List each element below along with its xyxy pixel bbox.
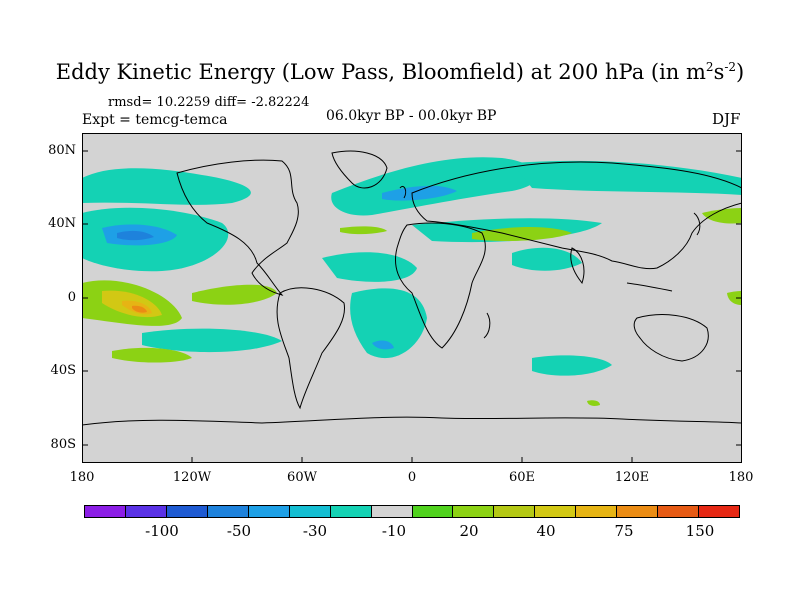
experiment-label: Expt = temcg-temca <box>82 112 228 128</box>
coast-north-america <box>176 159 299 296</box>
anomaly-north-pacific-inner <box>117 230 154 241</box>
anomaly-south-pacific-green <box>112 347 192 363</box>
colorbar-label: -30 <box>302 522 328 540</box>
coast-africa <box>395 222 486 349</box>
coast-indonesia <box>626 282 673 292</box>
y-tick-label: 80N <box>48 143 76 158</box>
coast-india <box>570 247 585 285</box>
anomaly-north-atlantic-core <box>382 185 457 201</box>
anomaly-east-pacific <box>192 284 277 305</box>
anomaly-mideast-jet <box>472 227 572 241</box>
anomaly-south-pacific-band <box>142 328 282 353</box>
map-title: Eddy Kinetic Energy (Low Pass, Bloomfiel… <box>55 60 745 84</box>
season-label: DJF <box>712 110 741 128</box>
period-label: 06.0kyr BP - 00.0kyr BP <box>326 108 497 124</box>
coast-antarctica <box>82 416 742 426</box>
colorbar-swatch <box>289 506 331 517</box>
colorbar-swatch <box>371 506 413 517</box>
anomaly-eurasia-north <box>512 160 742 195</box>
colorbar-swatch <box>494 506 536 517</box>
colorbar-label: -50 <box>226 522 252 540</box>
coast-australia <box>633 314 709 362</box>
anomaly-south-atlantic <box>350 288 427 359</box>
coast-madagascar <box>483 312 491 339</box>
anomaly-north-pacific-east <box>702 208 742 224</box>
colorbar-swatch <box>207 506 249 517</box>
x-tick-label: 180 <box>728 470 754 485</box>
colorbar-swatch <box>453 506 495 517</box>
anomaly-indian-ocean <box>512 247 582 271</box>
colorbar-swatch <box>535 506 577 517</box>
y-tick-label: 40N <box>48 216 76 231</box>
anomaly-east-edge <box>727 291 742 305</box>
tick-marks <box>82 150 742 463</box>
anomaly-tropical-pacific-max <box>132 305 147 313</box>
colorbar-label: 40 <box>536 522 556 540</box>
stats-text: rmsd= 10.2259 diff= -2.82224 <box>108 95 310 110</box>
colorbar-swatch <box>125 506 167 517</box>
colorbar-label: 75 <box>614 522 634 540</box>
colorbar-label: -100 <box>145 522 179 540</box>
map-plot <box>82 133 742 463</box>
y-tick-label: 40S <box>50 363 76 378</box>
coast-south-america <box>276 287 346 410</box>
coast-uk <box>399 185 407 199</box>
x-tick-label: 180 <box>69 470 95 485</box>
colorbar-swatch <box>412 506 454 517</box>
colorbar-swatch <box>699 506 739 517</box>
colorbar-swatch <box>166 506 208 517</box>
anomaly-south-pacific-west <box>532 355 612 376</box>
anomaly-atlantic-jet-west <box>340 226 387 235</box>
colorbar <box>84 505 740 518</box>
colorbar-swatch <box>85 506 126 517</box>
colorbar-swatch <box>330 506 372 517</box>
colorbar-label: 150 <box>685 522 715 540</box>
colorbar-swatch <box>248 506 290 517</box>
x-tick-label: 60E <box>508 470 536 485</box>
coast-eurasia <box>411 161 742 270</box>
colorbar-swatch <box>576 506 618 517</box>
anomaly-south-atlantic-core <box>372 340 394 350</box>
x-tick-label: 120E <box>614 470 650 485</box>
coast-greenland <box>331 150 388 189</box>
coast-japan <box>693 212 701 236</box>
x-tick-label: 120W <box>172 470 212 485</box>
x-tick-label: 0 <box>407 470 417 485</box>
coastlines <box>82 150 742 426</box>
anomaly-central-atlantic <box>322 252 417 282</box>
y-tick-label: 0 <box>67 290 76 305</box>
y-tick-label: 80S <box>50 437 76 452</box>
colorbar-label: 20 <box>459 522 479 540</box>
anomaly-southern-ocean <box>587 400 600 406</box>
colorbar-swatch <box>658 506 700 517</box>
colorbar-label: -10 <box>381 522 407 540</box>
anomaly-north-pacific <box>82 168 251 205</box>
colorbar-swatch <box>617 506 659 517</box>
x-tick-label: 60W <box>287 470 317 485</box>
